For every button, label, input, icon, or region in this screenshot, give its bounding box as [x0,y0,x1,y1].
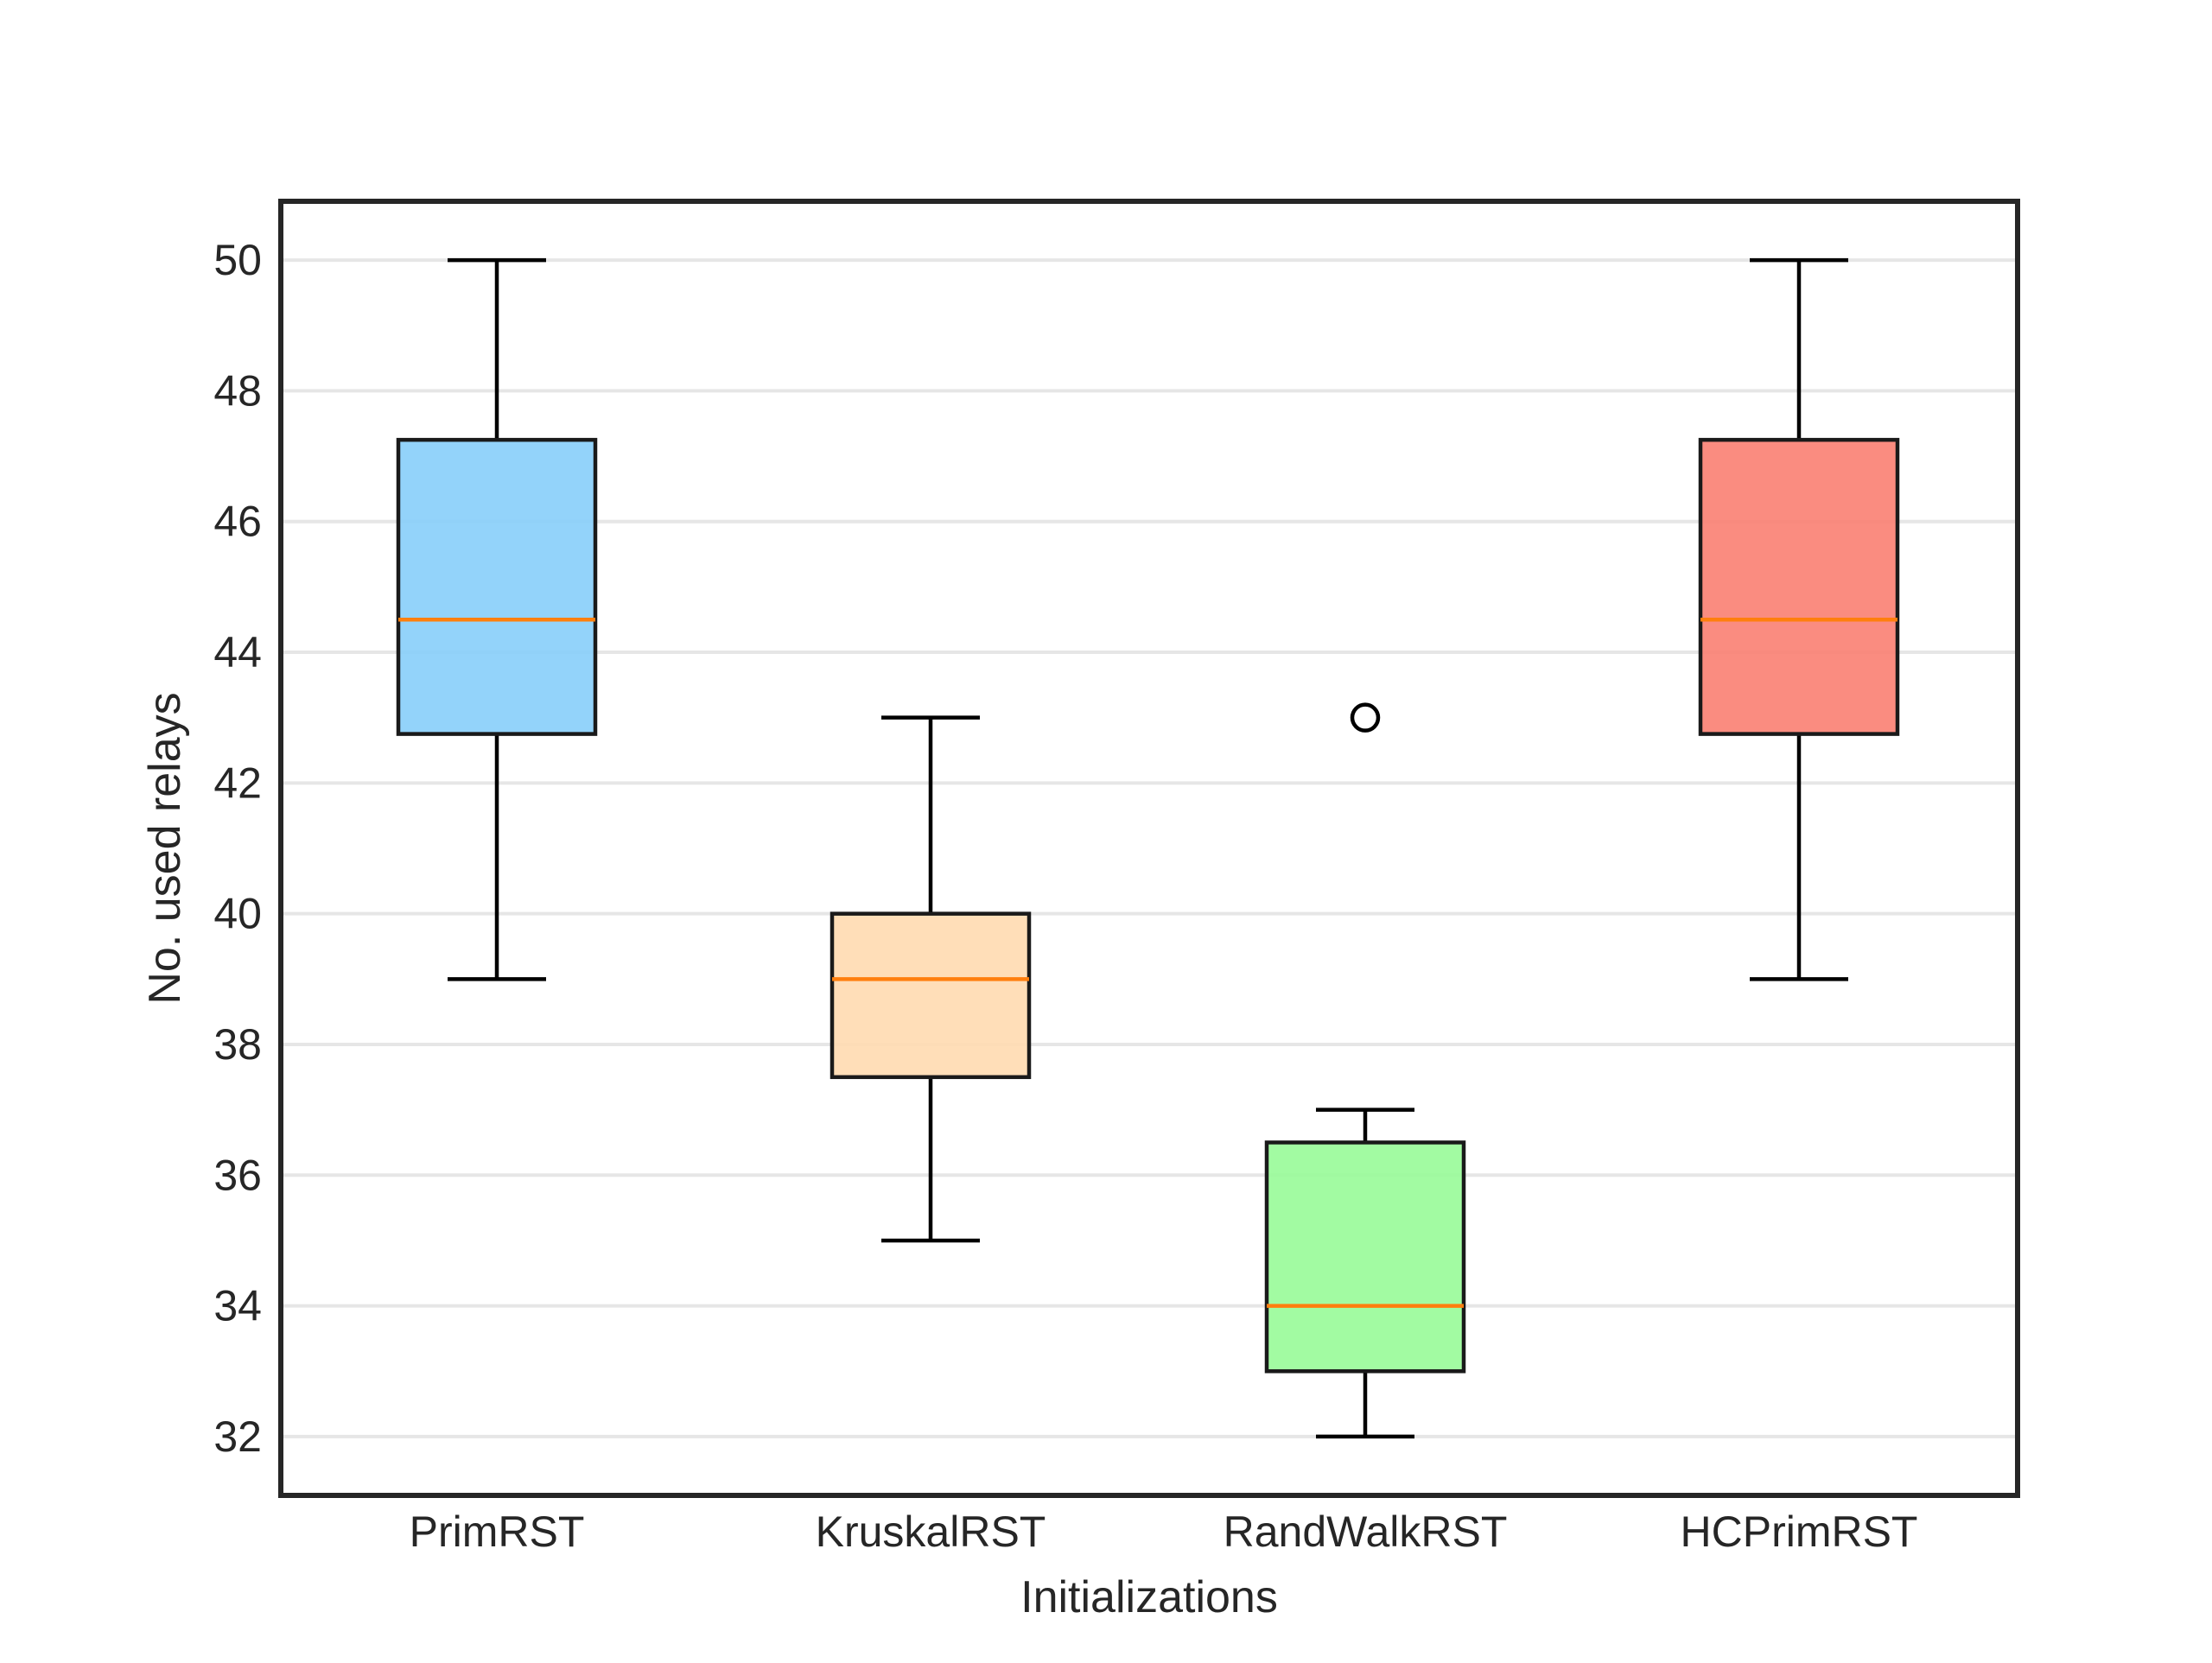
y-tick-label-40: 40 [213,890,262,938]
y-tick-label-34: 34 [213,1282,262,1330]
boxes [396,257,1900,1439]
box-KruskalRST [830,715,1032,1243]
iqr-box [1264,1140,1466,1374]
y-tick-label-36: 36 [213,1151,262,1199]
x-tick-labels: PrimRST KruskalRST RandWalkRST HCPrimRST [410,1507,1918,1556]
box-PrimRST [396,257,598,981]
y-tick-label-38: 38 [213,1020,262,1069]
x-tick-label-RandWalkRST: RandWalkRST [1224,1507,1508,1556]
y-tick-label-48: 48 [213,366,262,415]
y-tick-label-42: 42 [213,759,262,807]
y-tick-label-32: 32 [213,1412,262,1461]
x-tick-label-HCPrimRST: HCPrimRST [1681,1507,1918,1556]
box-HCPrimRST [1698,257,1900,981]
x-tick-label-PrimRST: PrimRST [410,1507,585,1556]
box-RandWalkRST [1264,702,1466,1439]
iqr-box [830,911,1032,1080]
y-tick-label-46: 46 [213,498,262,546]
plot-frame [278,199,2020,1498]
x-tick-label-KruskalRST: KruskalRST [816,1507,1046,1556]
y-tick-label-44: 44 [213,628,262,676]
y-tick-labels: 32 34 36 38 40 42 44 46 48 50 [213,236,262,1461]
iqr-box [1698,437,1900,736]
outlier-point [1350,702,1381,733]
y-tick-label-50: 50 [213,236,262,284]
iqr-box [396,437,598,736]
y-axis-label: No. used relays [140,692,190,1004]
x-axis-label: Initializations [1020,1572,1278,1622]
grid-lines [281,258,2018,1438]
